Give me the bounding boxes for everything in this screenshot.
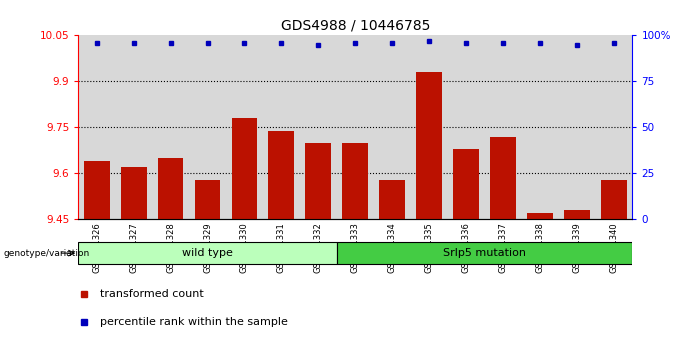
Text: transformed count: transformed count: [101, 289, 204, 299]
Bar: [158, 158, 184, 219]
Bar: [269, 131, 294, 219]
Text: Srlp5 mutation: Srlp5 mutation: [443, 248, 526, 258]
Bar: [120, 167, 147, 219]
Bar: [231, 118, 258, 219]
Text: wild type: wild type: [182, 248, 233, 258]
FancyBboxPatch shape: [337, 242, 632, 264]
Text: genotype/variation: genotype/variation: [4, 249, 90, 258]
Bar: [416, 72, 442, 219]
FancyBboxPatch shape: [78, 242, 337, 264]
Bar: [84, 161, 109, 219]
Text: percentile rank within the sample: percentile rank within the sample: [101, 317, 288, 327]
Bar: [379, 179, 405, 219]
Bar: [527, 213, 553, 219]
Bar: [342, 143, 369, 219]
Bar: [601, 179, 627, 219]
Bar: [194, 179, 220, 219]
Bar: [564, 210, 590, 219]
Title: GDS4988 / 10446785: GDS4988 / 10446785: [281, 19, 430, 33]
Bar: [453, 149, 479, 219]
Bar: [305, 143, 331, 219]
Bar: [490, 137, 516, 219]
